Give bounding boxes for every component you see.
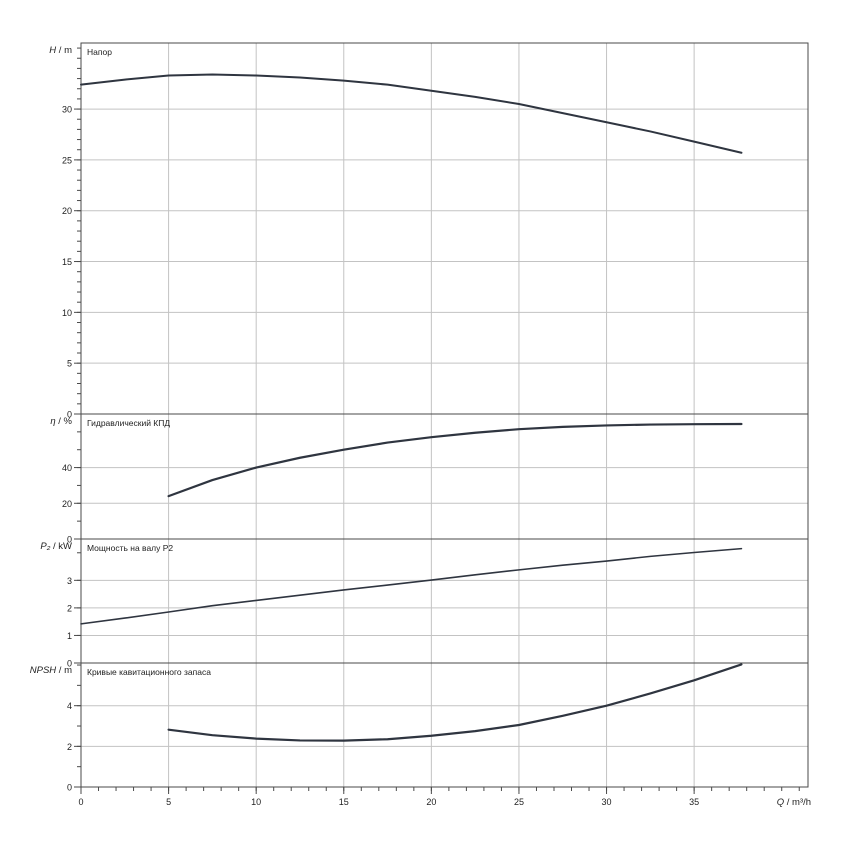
y-axis-symbol: η — [50, 416, 55, 427]
x-tick-label: 35 — [689, 797, 699, 807]
y-axis-unit: / m — [56, 45, 72, 56]
y-tick-label: 0 — [67, 410, 72, 420]
y-tick-label: 25 — [62, 155, 72, 165]
y-axis-unit: / % — [56, 416, 73, 427]
curve-head — [80, 73, 743, 154]
grid — [81, 43, 808, 787]
panel-frame-power — [80, 538, 809, 664]
x-axis-label: Q / m³/h — [777, 797, 811, 808]
y-tick-label: 0 — [67, 783, 72, 793]
y-tick-label: 20 — [62, 499, 72, 509]
x-axis-unit: / m³/h — [784, 797, 811, 808]
y-tick-label: 1 — [67, 631, 72, 641]
y-tick-label: 30 — [62, 105, 72, 115]
y-tick-label: 15 — [62, 257, 72, 267]
panel-title-head: Напор — [87, 47, 112, 57]
y-tick-label: 20 — [62, 206, 72, 216]
y-axis-label-efficiency: η / % — [50, 416, 72, 427]
curve-power — [80, 547, 743, 625]
y-tick-label: 2 — [67, 603, 72, 613]
y-tick-label: 40 — [62, 463, 72, 473]
y-tick-label: 2 — [67, 742, 72, 752]
panel-title-efficiency: Гидравлический КПД — [87, 418, 170, 428]
panel-title-npsh: Кривые кавитационного запаса — [87, 667, 211, 677]
curves — [80, 73, 743, 742]
y-tick-label: 0 — [67, 659, 72, 669]
y-axis-symbol: P₂ — [40, 541, 50, 552]
x-tick-label: 0 — [78, 797, 83, 807]
y-axis-label-power: P₂ / kW — [40, 541, 72, 552]
y-tick-label: 3 — [67, 576, 72, 586]
panel-frame-efficiency — [80, 413, 809, 540]
y-tick-label: 4 — [67, 701, 72, 711]
curve-npsh — [167, 663, 743, 742]
y-tick-label: 10 — [62, 308, 72, 318]
y-tick-label: 5 — [67, 359, 72, 369]
x-tick-label: 25 — [514, 797, 524, 807]
x-axis-symbol: Q — [777, 797, 785, 808]
y-axis-unit: / m — [56, 665, 72, 676]
y-tick-label: 0 — [67, 535, 72, 545]
x-tick-label: 15 — [339, 797, 349, 807]
y-axis-label-head: H / m — [49, 45, 72, 56]
y-axis-unit: / kW — [50, 541, 72, 552]
panel-frame-npsh — [80, 662, 809, 788]
y-axis-symbol: H — [49, 45, 56, 56]
x-tick-label: 30 — [602, 797, 612, 807]
axes — [74, 42, 809, 794]
y-axis-symbol: NPSH — [30, 665, 57, 676]
y-axis-label-npsh: NPSH / m — [30, 665, 72, 676]
curve-efficiency — [167, 422, 743, 498]
x-tick-label: 10 — [251, 797, 261, 807]
x-tick-label: 20 — [426, 797, 436, 807]
panel-frame-head — [80, 42, 809, 415]
x-tick-label: 5 — [166, 797, 171, 807]
panel-title-power: Мощность на валу P2 — [87, 543, 173, 553]
